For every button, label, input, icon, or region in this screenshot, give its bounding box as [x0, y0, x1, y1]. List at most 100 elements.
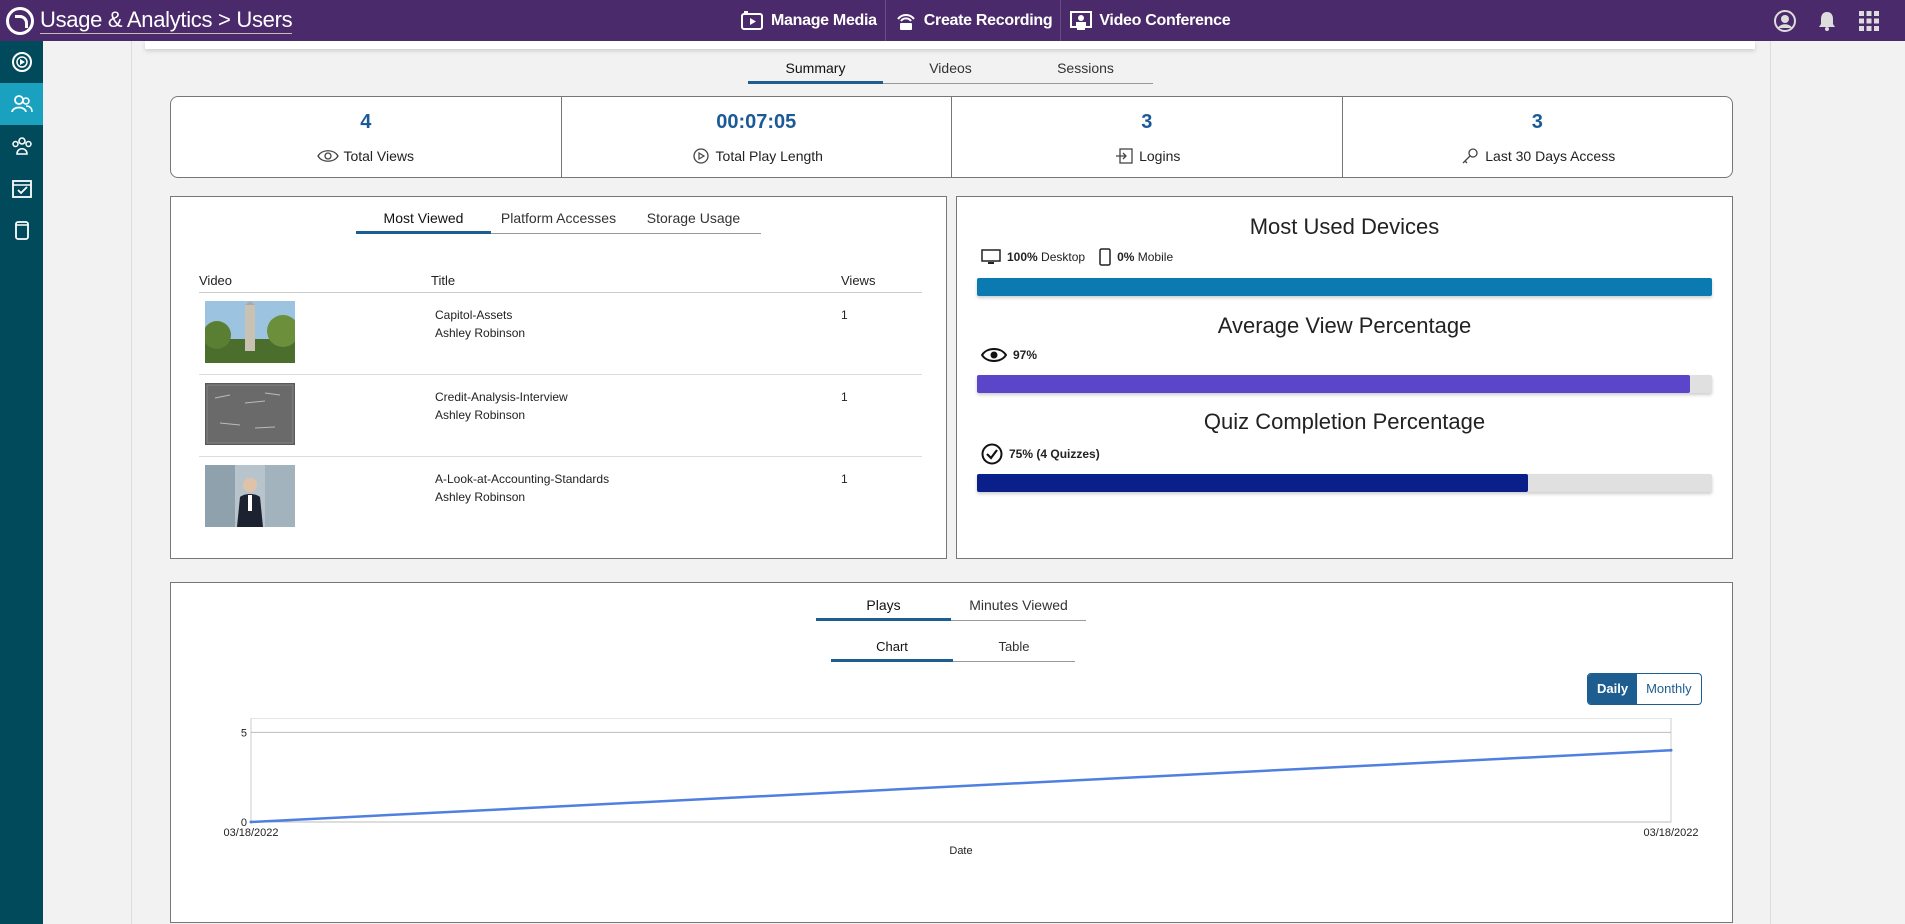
- conference-icon: [1070, 10, 1093, 30]
- column-header-views[interactable]: Views: [841, 273, 876, 288]
- tab-summary[interactable]: Summary: [748, 60, 883, 84]
- user-profile-icon[interactable]: [1773, 9, 1797, 33]
- quiz-completion-legend: 75% (4 Quizzes): [981, 443, 1100, 465]
- page-title-breadcrumb[interactable]: Usage & Analytics > Users: [40, 7, 293, 34]
- plays-panel: Plays Minutes Viewed Chart Table Daily M…: [170, 582, 1733, 923]
- sidebar-item-calendar[interactable]: [0, 167, 43, 209]
- stat-label: Total Play Length: [715, 148, 823, 164]
- column-header-video[interactable]: Video: [199, 273, 233, 288]
- table-row[interactable]: Credit-Analysis-Interview Ashley Robinso…: [199, 375, 922, 457]
- stat-total-views: 4 Total Views: [171, 97, 561, 177]
- tab-table[interactable]: Table: [953, 639, 1075, 662]
- quiz-completion-bar: [977, 474, 1712, 492]
- video-views: 1: [841, 390, 848, 404]
- most-used-devices-title: Most Used Devices: [1249, 214, 1440, 239]
- most-viewed-table: Video Title Views Capitol-Assets Ashley …: [199, 273, 922, 539]
- stat-total-play-length: 00:07:05 Total Play Length: [560, 97, 952, 177]
- desktop-percent: 100%: [1007, 250, 1038, 264]
- video-title[interactable]: Capitol-Assets: [435, 308, 513, 322]
- users-icon: [10, 95, 33, 113]
- video-title[interactable]: A-Look-at-Accounting-Standards: [435, 472, 610, 486]
- create-recording-button[interactable]: Create Recording: [884, 0, 1061, 41]
- tab-plays[interactable]: Plays: [816, 597, 951, 621]
- header-shadow: [145, 41, 1755, 49]
- plays-tabs: Plays Minutes Viewed: [816, 597, 1086, 621]
- quiz-completion-value: 75% (4 Quizzes): [1009, 447, 1100, 461]
- eye-icon: [317, 150, 340, 162]
- average-view-value: 97%: [1013, 348, 1038, 362]
- sidebar-item-groups[interactable]: [0, 125, 43, 167]
- top-nav: Manage Media Create Recording Video Conf…: [733, 0, 1238, 41]
- sidebar-item-users[interactable]: [0, 83, 43, 125]
- video-conference-label: Video Conference: [1099, 11, 1231, 29]
- most-viewed-panel: Most Viewed Platform Accesses Storage Us…: [170, 196, 947, 559]
- x-axis-label: Date: [949, 845, 972, 857]
- x-tick-label: 03/18/2022: [223, 827, 278, 839]
- period-toggle: Daily Monthly: [1587, 673, 1702, 705]
- video-title[interactable]: Credit-Analysis-Interview: [435, 390, 568, 404]
- eye-icon: [981, 348, 1007, 362]
- plays-series-line: [250, 749, 1672, 824]
- manage-media-button[interactable]: Manage Media: [733, 0, 885, 41]
- video-views: 1: [841, 472, 848, 486]
- mobile-icon: [1099, 248, 1111, 266]
- video-author: Ashley Robinson: [435, 326, 526, 340]
- sidebar: [0, 41, 43, 924]
- tab-storage-usage[interactable]: Storage Usage: [626, 210, 761, 234]
- column-header-title[interactable]: Title: [431, 273, 456, 288]
- table-row[interactable]: Capitol-Assets Ashley Robinson 1: [199, 293, 922, 375]
- table-row[interactable]: A-Look-at-Accounting-Standards Ashley Ro…: [199, 457, 922, 539]
- top-bar: Usage & Analytics > Users Manage Media C…: [0, 0, 1905, 41]
- mobile-percent: 0%: [1117, 250, 1135, 264]
- media-icon: [11, 52, 32, 72]
- create-recording-label: Create Recording: [923, 11, 1053, 29]
- tab-minutes-viewed[interactable]: Minutes Viewed: [951, 597, 1086, 621]
- main-tabs: Summary Videos Sessions: [748, 60, 1153, 84]
- desktop-icon: [981, 249, 1001, 264]
- sidebar-item-media[interactable]: [0, 41, 43, 83]
- quiz-completion-title: Quiz Completion Percentage: [1203, 409, 1486, 434]
- key-icon: [1462, 148, 1478, 164]
- video-views: 1: [841, 308, 848, 322]
- video-thumbnail-capitol[interactable]: [205, 301, 295, 363]
- plays-data-point: [249, 820, 253, 824]
- view-mode-tabs: Chart Table: [831, 639, 1075, 662]
- summary-stats: 4 Total Views 00:07:05 Total Play Length…: [170, 96, 1733, 178]
- video-author: Ashley Robinson: [435, 490, 526, 504]
- stat-label: Last 30 Days Access: [1485, 148, 1616, 164]
- groups-icon: [11, 137, 32, 155]
- most-viewed-tabs: Most Viewed Platform Accesses Storage Us…: [356, 210, 761, 234]
- video-thumbnail-credit[interactable]: [205, 383, 295, 445]
- top-right-actions: [1773, 0, 1881, 41]
- tab-chart[interactable]: Chart: [831, 639, 953, 662]
- quiz-completion-bar-fill: [977, 474, 1529, 492]
- stat-value: 4: [360, 111, 372, 133]
- manage-media-label: Manage Media: [771, 11, 877, 29]
- monthly-button[interactable]: Monthly: [1646, 681, 1692, 696]
- tab-most-viewed[interactable]: Most Viewed: [356, 210, 491, 234]
- broadcast-icon: [896, 13, 915, 30]
- login-icon: [1116, 148, 1133, 164]
- device-stats-panel: Most Used Devices 100% Desktop 0% Mobile…: [956, 196, 1733, 559]
- y-tick-label: 0: [241, 817, 247, 829]
- apps-grid-icon[interactable]: [1857, 9, 1881, 33]
- stat-logins: 3 Logins: [951, 97, 1342, 177]
- tab-sessions[interactable]: Sessions: [1018, 60, 1153, 84]
- device-icon: [14, 221, 29, 240]
- table-header: Video Title Views: [199, 273, 922, 293]
- average-view-title: Average View Percentage: [1217, 313, 1472, 338]
- video-thumbnail-accounting[interactable]: [205, 465, 295, 527]
- y-tick-label: 5: [241, 727, 247, 739]
- app-logo-icon[interactable]: [6, 6, 34, 35]
- video-author: Ashley Robinson: [435, 408, 526, 422]
- calendar-check-icon: [11, 180, 32, 198]
- stat-last-30-days-access: 3 Last 30 Days Access: [1341, 97, 1733, 177]
- video-conference-button[interactable]: Video Conference: [1060, 0, 1238, 41]
- daily-button[interactable]: Daily: [1588, 674, 1638, 704]
- tab-platform-accesses[interactable]: Platform Accesses: [491, 210, 626, 234]
- stat-value: 3: [1531, 111, 1543, 133]
- bell-icon[interactable]: [1815, 9, 1839, 33]
- average-view-bar: [977, 375, 1712, 393]
- tab-videos[interactable]: Videos: [883, 60, 1018, 84]
- sidebar-item-device[interactable]: [0, 209, 43, 251]
